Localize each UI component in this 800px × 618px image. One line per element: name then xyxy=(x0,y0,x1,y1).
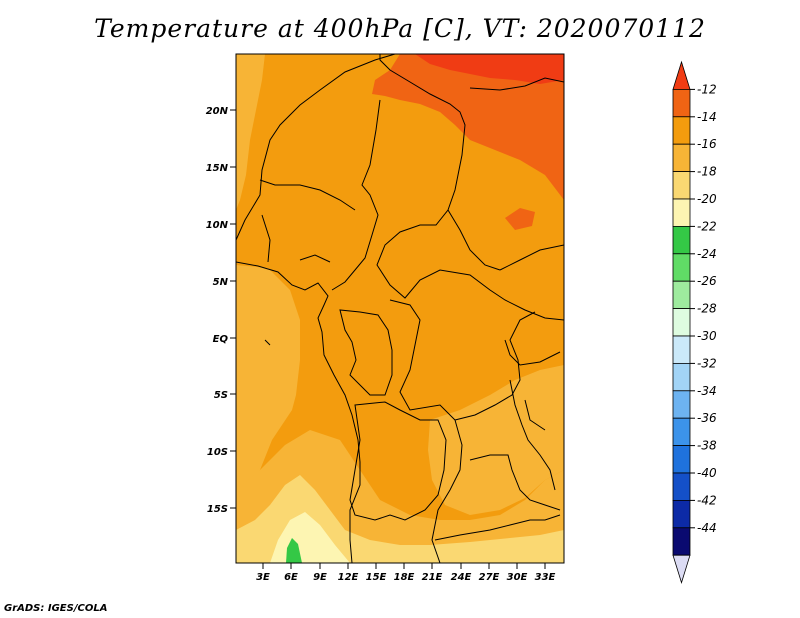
country-borders xyxy=(236,54,564,563)
lat-label: 5S xyxy=(214,390,228,401)
lon-label: 15E xyxy=(366,572,387,583)
legend-swatch xyxy=(672,362,691,392)
legend-label: -14 xyxy=(697,110,717,124)
band-minus14-patch xyxy=(505,208,535,230)
lat-axis: 20N 15N 10N 5N EQ 5S 10S 15S xyxy=(206,106,236,515)
legend-label: -18 xyxy=(697,165,717,179)
credit-label: GrADS: IGES/COLA xyxy=(4,603,108,614)
legend-swatch xyxy=(672,253,691,282)
legend-swatch xyxy=(672,308,691,337)
legend-swatch xyxy=(672,225,691,255)
lon-label: 6E xyxy=(284,572,298,583)
legend-swatch xyxy=(672,143,691,172)
legend-label: -20 xyxy=(697,192,717,206)
lon-label: 3E xyxy=(256,572,270,583)
band-minus12 xyxy=(415,54,564,84)
legend-swatch xyxy=(672,335,691,364)
legend-swatch xyxy=(672,472,691,501)
legend-swatch xyxy=(672,280,691,310)
lon-label: 24E xyxy=(451,572,472,583)
legend-label: -40 xyxy=(697,466,717,480)
band-minus24 xyxy=(286,538,302,563)
legend-arrow-bottom xyxy=(672,554,691,584)
legend-label: -32 xyxy=(697,356,717,370)
temperature-field xyxy=(236,54,564,563)
lat-label: 15S xyxy=(207,504,228,515)
lon-label: 33E xyxy=(535,572,556,583)
legend-label: -34 xyxy=(697,384,717,398)
lon-label: 18E xyxy=(394,572,415,583)
lat-label: EQ xyxy=(213,334,229,345)
legend-arrow-top xyxy=(672,60,691,90)
band-minus18-mid xyxy=(236,265,300,500)
lon-label: 21E xyxy=(422,572,443,583)
legend-swatch xyxy=(672,198,691,227)
legend-swatch xyxy=(672,89,691,118)
lat-label: 5N xyxy=(213,277,229,288)
legend-label: -16 xyxy=(697,137,717,151)
legend-label: -36 xyxy=(697,411,717,425)
legend-label: -42 xyxy=(697,493,717,507)
band-minus18-southeast xyxy=(428,365,564,515)
lon-label: 12E xyxy=(338,572,359,583)
lon-label: 30E xyxy=(507,572,528,583)
lat-label: 10S xyxy=(207,447,228,458)
lon-axis: 3E 6E 9E 12E 15E 18E 21E 24E 27E 30E 33E xyxy=(256,563,556,583)
legend-label: -28 xyxy=(697,302,717,316)
legend-swatch xyxy=(672,116,691,145)
legend-swatch xyxy=(672,445,691,474)
legend-swatch xyxy=(672,390,691,419)
legend-label: -24 xyxy=(697,247,717,261)
legend-label: -38 xyxy=(697,439,717,453)
legend-swatch xyxy=(672,527,691,556)
legend-swatch xyxy=(672,171,691,200)
map-title: Temperature at 400hPa [C], VT: 202007011… xyxy=(94,14,706,43)
lon-label: 9E xyxy=(313,572,327,583)
legend-label: -22 xyxy=(697,219,717,233)
lat-label: 20N xyxy=(206,106,229,117)
plot-frame xyxy=(235,53,565,564)
color-legend: -12 -14 -16 -18 -20 -22 -24 -26 -28 -30 -32 -34 -36 -… xyxy=(672,60,717,584)
legend-label: -30 xyxy=(697,329,717,343)
legend-label: -26 xyxy=(697,274,717,288)
band-minus14-north xyxy=(372,54,564,200)
legend-swatch xyxy=(672,417,691,447)
lat-label: 10N xyxy=(206,220,229,231)
lon-label: 27E xyxy=(479,572,500,583)
lat-label: 15N xyxy=(206,163,229,174)
band-minus18-west xyxy=(236,54,265,210)
legend-swatch xyxy=(672,499,691,529)
legend-label: -12 xyxy=(697,82,717,96)
legend-label: -44 xyxy=(697,521,717,535)
